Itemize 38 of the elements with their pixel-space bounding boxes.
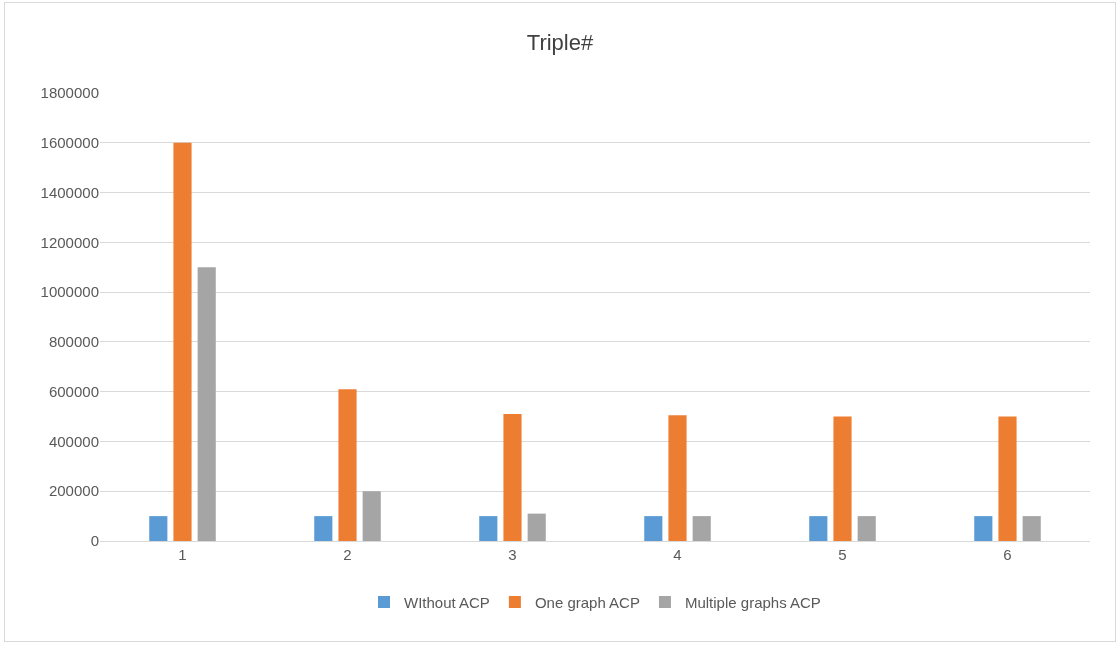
bar xyxy=(479,516,498,541)
bar xyxy=(173,142,192,541)
x-tick-label: 3 xyxy=(508,546,517,563)
bar xyxy=(833,416,852,541)
bar xyxy=(857,516,876,541)
bar xyxy=(692,516,711,541)
y-tick-label: 1400000 xyxy=(40,183,99,201)
bar xyxy=(362,491,381,541)
bar xyxy=(527,513,546,541)
y-tick-label: 1000000 xyxy=(40,283,99,301)
legend-label: One graph ACP xyxy=(534,593,640,611)
bar xyxy=(338,389,357,541)
y-tick-label: 400000 xyxy=(48,432,99,450)
y-tick-label: 800000 xyxy=(48,333,99,351)
y-tick-label: 1200000 xyxy=(40,233,99,251)
bar xyxy=(809,516,828,541)
x-tick-label: 1 xyxy=(178,546,187,563)
bar xyxy=(1022,516,1041,541)
bar xyxy=(503,414,522,541)
y-tick-label: 1800000 xyxy=(40,84,99,102)
y-tick-label: 0 xyxy=(90,532,99,550)
bar xyxy=(149,516,168,541)
legend-label: Multiple graphs ACP xyxy=(684,593,821,611)
legend-label: WIthout ACP xyxy=(404,593,490,611)
x-tick-label: 4 xyxy=(673,546,682,563)
chart-title: Triple# xyxy=(526,30,594,56)
y-tick-label: 1600000 xyxy=(40,134,99,152)
bar xyxy=(668,415,687,541)
y-tick-label: 200000 xyxy=(48,482,99,500)
y-tick-label: 600000 xyxy=(48,382,99,400)
bar xyxy=(197,267,216,541)
x-tick-label: 2 xyxy=(343,546,352,563)
x-tick-label: 6 xyxy=(1003,546,1012,563)
bar xyxy=(974,516,993,541)
bar xyxy=(998,416,1017,541)
x-tick-label: 5 xyxy=(838,546,847,563)
bar xyxy=(314,516,333,541)
bar xyxy=(644,516,663,541)
